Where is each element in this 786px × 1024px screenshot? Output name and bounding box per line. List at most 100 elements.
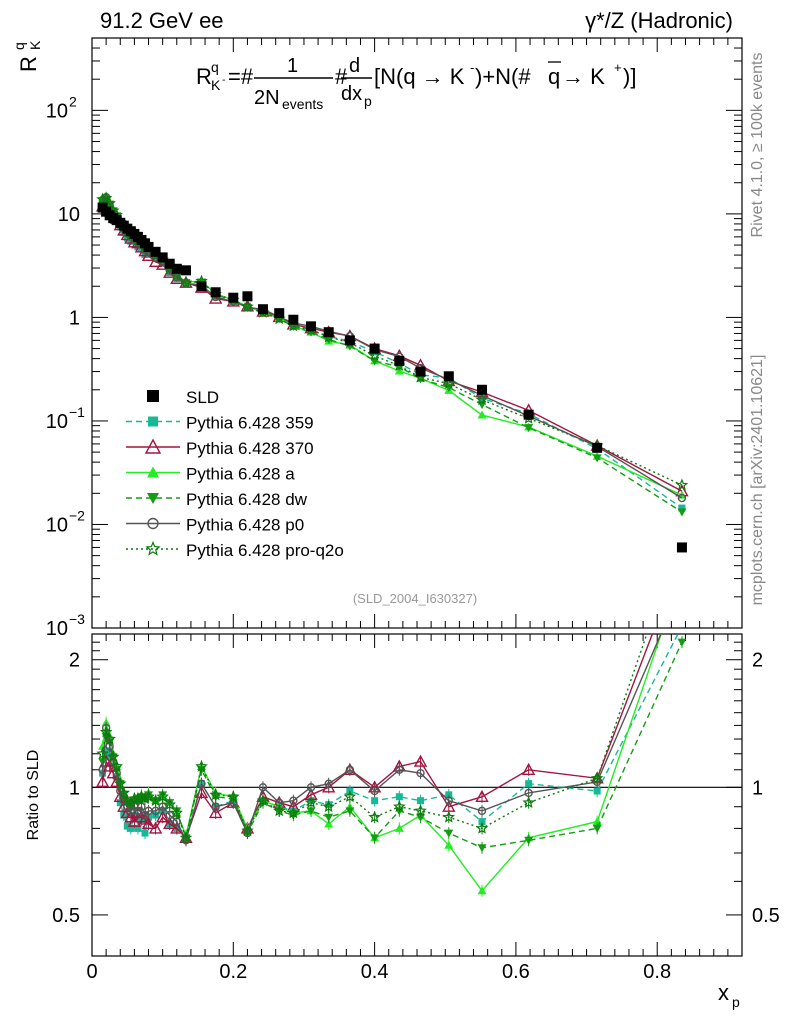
- x-tick-label: 0.2: [219, 961, 247, 983]
- svg-text:K: K: [211, 77, 221, 93]
- y-axis-label-ratio: Ratio to SLD: [25, 750, 42, 841]
- marker-star: [475, 393, 489, 406]
- marker-star: [675, 478, 689, 491]
- svg-text:d: d: [349, 55, 360, 77]
- svg-text:=#: =#: [228, 64, 254, 89]
- marker-star: [117, 786, 130, 799]
- y-tick-label-exp: −1: [69, 404, 85, 420]
- marker-triangle: [324, 819, 334, 828]
- svg-text:-: -: [222, 75, 225, 86]
- marker-square: [228, 292, 239, 303]
- marker-circle-open: [306, 783, 316, 792]
- marker-square: [369, 343, 380, 354]
- marker-triangle-open: [676, 551, 687, 561]
- y-tick-label-main: 10: [46, 618, 68, 640]
- marker-triangle-down: [677, 638, 687, 647]
- marker-star: [393, 800, 406, 813]
- y-tick-label-ratio: 1: [69, 777, 80, 799]
- header-process-label: γ*/Z (Hadronic): [585, 8, 733, 33]
- marker-star: [273, 804, 286, 817]
- x-tick-label: 0.4: [361, 961, 389, 983]
- marker-circle-open: [395, 765, 404, 774]
- marker-square: [180, 265, 191, 276]
- marker-star: [343, 790, 357, 803]
- x-tick-label: 0: [86, 961, 97, 983]
- marker-circle-open: [98, 765, 107, 774]
- marker-circle-open: [197, 779, 206, 788]
- marker-star: [179, 831, 193, 844]
- legend-label: Pythia 6.428 a: [186, 465, 295, 484]
- marker-square: [143, 241, 154, 252]
- marker-star: [106, 750, 120, 763]
- marker-square: [145, 250, 153, 258]
- marker-triangle-open: [475, 789, 489, 802]
- marker-star: [241, 824, 254, 837]
- marker-star: [677, 527, 687, 536]
- formula: R q K - =# 1 2N events # d dx p [N(q → K…: [196, 55, 636, 112]
- legend-label: SLD: [186, 388, 219, 407]
- marker-square: [415, 366, 426, 377]
- svg-text:q: q: [548, 64, 560, 89]
- marker-star: [99, 725, 113, 738]
- y-tick-label-exp: 2: [69, 93, 77, 109]
- analysis-id: (SLD_2004_I630327): [353, 591, 477, 606]
- marker-star: [304, 796, 318, 808]
- svg-text:2N: 2N: [254, 87, 280, 109]
- svg-text:+: +: [614, 60, 622, 75]
- marker-star: [149, 794, 162, 806]
- marker-square: [323, 327, 334, 338]
- marker-star: [256, 794, 270, 806]
- marker-square: [395, 793, 403, 801]
- marker-triangle-open: [155, 810, 170, 823]
- marker-circle-open: [289, 796, 298, 805]
- marker-triangle: [477, 886, 487, 895]
- marker-star: [287, 806, 300, 819]
- marker-star: [227, 790, 240, 803]
- marker-triangle: [147, 466, 159, 478]
- legend-label: Pythia 6.428 dw: [186, 490, 308, 509]
- legend-label: Pythia 6.428 pro-q2o: [186, 541, 344, 560]
- marker-square: [371, 797, 379, 805]
- svg-text:→ K: → K: [562, 64, 605, 89]
- marker-triangle: [477, 410, 487, 419]
- marker-square: [141, 829, 149, 837]
- svg-text:x: x: [718, 980, 729, 1005]
- marker-circle-open: [345, 765, 355, 774]
- marker-triangle-open: [208, 806, 223, 819]
- y-tick-label-ratio: 2: [69, 650, 80, 672]
- marker-square: [394, 355, 405, 366]
- series-line-main: [102, 201, 683, 509]
- svg-text:p: p: [364, 93, 372, 109]
- legend-item: Pythia 6.428 dw: [126, 490, 308, 509]
- marker-star: [96, 192, 109, 205]
- marker-star: [163, 798, 176, 810]
- marker-square: [288, 314, 299, 325]
- marker-square: [257, 304, 268, 315]
- marker-star: [414, 804, 427, 817]
- marker-triangle-down: [524, 424, 534, 433]
- marker-star: [368, 810, 381, 823]
- marker-square: [127, 824, 135, 832]
- svg-text:-: -: [470, 60, 474, 75]
- main-plot-area: [95, 191, 689, 553]
- marker-square: [417, 797, 425, 805]
- marker-square: [123, 822, 131, 830]
- marker-square: [164, 258, 175, 269]
- legend-item: Pythia 6.428 pro-q2o: [126, 540, 344, 560]
- marker-circle-open: [324, 779, 333, 788]
- marker-triangle: [394, 823, 404, 832]
- marker-star: [170, 806, 183, 819]
- svg-text:K: K: [27, 40, 43, 50]
- marker-star: [99, 191, 113, 204]
- x-tick-label: 0.6: [502, 961, 530, 983]
- marker-square: [478, 394, 486, 402]
- y-tick-label-ratio-right: 2: [752, 650, 763, 672]
- legend-item-data: SLD: [147, 388, 219, 407]
- marker-square: [306, 321, 317, 332]
- marker-star: [103, 732, 116, 745]
- marker-star: [322, 800, 335, 813]
- marker-square: [678, 504, 686, 512]
- series-line-ratio: [101, 634, 662, 892]
- ratio-plot-area: [95, 527, 687, 897]
